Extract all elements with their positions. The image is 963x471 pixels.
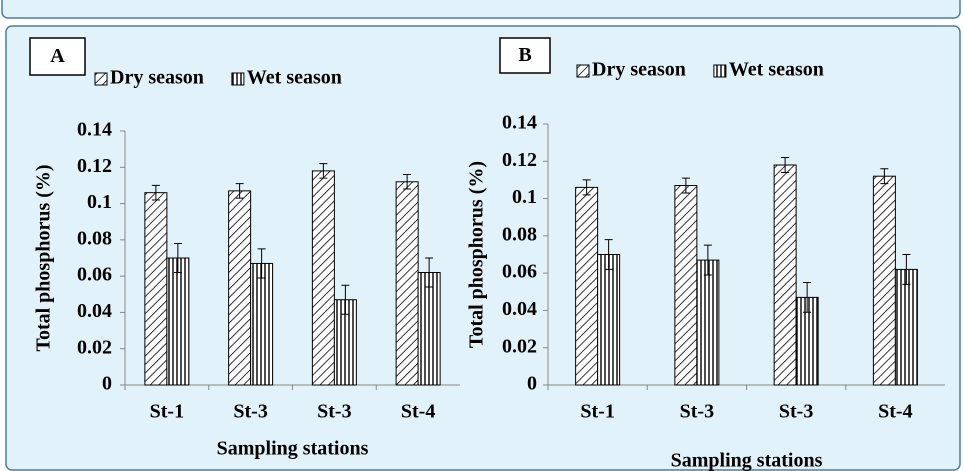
y-tick-label: 0.12 <box>502 149 537 171</box>
y-tick-label: 0.1 <box>512 186 537 208</box>
bar <box>674 185 698 386</box>
y-axis-title: Total phosphorus (%) <box>466 161 488 348</box>
panel-label: A <box>50 45 65 67</box>
bar <box>575 186 599 386</box>
x-tick-label: St-3 <box>779 401 813 423</box>
error-bar <box>319 163 328 179</box>
bar <box>311 170 335 386</box>
panel-label-box <box>29 37 86 76</box>
bar <box>773 164 797 386</box>
x-tick-label: St-4 <box>401 401 435 423</box>
error-bar <box>880 168 889 185</box>
y-axis-title: Total phosphorus (%) <box>33 164 55 351</box>
legend-swatch <box>94 72 108 86</box>
y-tick-label: 0.06 <box>502 261 537 283</box>
y-tick-label: 0.04 <box>502 298 537 320</box>
y-tick-label: 0.12 <box>77 155 112 177</box>
bar <box>166 257 190 386</box>
y-tick-label: 0 <box>527 373 537 395</box>
x-tick-label: St-3 <box>317 401 351 423</box>
caption-strip <box>1 0 961 19</box>
error-bar <box>257 248 266 279</box>
error-bar <box>151 184 160 201</box>
error-bar <box>403 174 412 190</box>
x-tick-label: St-1 <box>580 401 614 423</box>
y-tick-label: 0.04 <box>77 300 112 322</box>
legend-label: Wet season <box>729 59 824 81</box>
bar <box>597 254 621 386</box>
y-tick-label: 0.08 <box>77 227 112 249</box>
x-tick-label: St-1 <box>150 401 184 423</box>
y-tick-label: 0.14 <box>502 112 537 134</box>
panel-label: B <box>518 44 531 66</box>
x-axis-title: Sampling stations <box>217 438 369 460</box>
bar <box>144 192 168 386</box>
error-bar <box>235 183 244 199</box>
bar <box>395 181 419 386</box>
bar <box>417 272 441 386</box>
legend-label: Wet season <box>247 67 342 89</box>
error-bar <box>681 177 690 194</box>
error-bar <box>803 281 812 313</box>
error-bar <box>425 257 434 288</box>
x-tick-label: St-3 <box>233 401 267 423</box>
error-bar <box>173 242 182 274</box>
bar <box>894 268 918 386</box>
y-tick-label: 0.1 <box>87 191 112 213</box>
x-tick-label: St-4 <box>878 401 912 423</box>
error-bar <box>703 244 712 276</box>
legend-swatch <box>231 72 245 86</box>
error-bar <box>604 239 613 270</box>
x-tick-label: St-3 <box>680 401 714 423</box>
error-bar <box>582 179 591 196</box>
y-tick-label: 0.06 <box>77 264 112 286</box>
y-tick-label: 0.08 <box>502 223 537 245</box>
y-tick-label: 0.02 <box>502 335 537 357</box>
panel-label-box <box>499 37 551 74</box>
bar <box>250 262 274 386</box>
error-bar <box>341 284 350 315</box>
bar <box>228 190 252 386</box>
bar <box>696 259 720 386</box>
legend-label: Dry season <box>110 67 204 89</box>
legend-swatch <box>576 64 590 78</box>
legend-label: Dry season <box>592 59 686 81</box>
error-bar <box>781 157 790 173</box>
error-bar <box>902 254 911 285</box>
legend-swatch <box>713 64 727 78</box>
bar <box>872 175 896 386</box>
y-tick-label: 0.14 <box>77 119 112 141</box>
y-tick-label: 0.02 <box>77 336 112 358</box>
y-tick-label: 0 <box>102 373 112 395</box>
x-axis-title: Sampling stations <box>671 450 823 471</box>
